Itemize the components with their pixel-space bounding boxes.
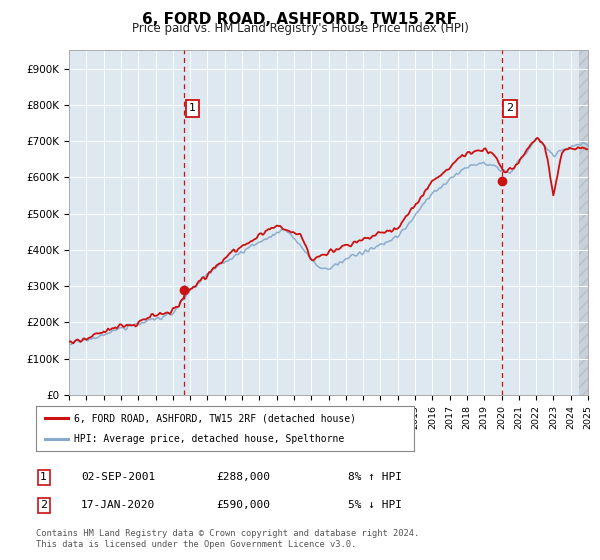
Text: £288,000: £288,000 [216, 472, 270, 482]
Text: HPI: Average price, detached house, Spelthorne: HPI: Average price, detached house, Spel… [74, 433, 344, 444]
Text: 5% ↓ HPI: 5% ↓ HPI [348, 500, 402, 510]
Text: £590,000: £590,000 [216, 500, 270, 510]
Text: 1: 1 [40, 472, 47, 482]
Text: 02-SEP-2001: 02-SEP-2001 [81, 472, 155, 482]
Text: 17-JAN-2020: 17-JAN-2020 [81, 500, 155, 510]
Text: 1: 1 [189, 104, 196, 114]
Text: Price paid vs. HM Land Registry's House Price Index (HPI): Price paid vs. HM Land Registry's House … [131, 22, 469, 35]
Text: 2: 2 [40, 500, 47, 510]
Text: 8% ↑ HPI: 8% ↑ HPI [348, 472, 402, 482]
Text: 6, FORD ROAD, ASHFORD, TW15 2RF: 6, FORD ROAD, ASHFORD, TW15 2RF [143, 12, 458, 27]
Text: 6, FORD ROAD, ASHFORD, TW15 2RF (detached house): 6, FORD ROAD, ASHFORD, TW15 2RF (detache… [74, 413, 356, 423]
Text: 2: 2 [506, 104, 514, 114]
Text: This data is licensed under the Open Government Licence v3.0.: This data is licensed under the Open Gov… [36, 540, 356, 549]
Text: Contains HM Land Registry data © Crown copyright and database right 2024.: Contains HM Land Registry data © Crown c… [36, 529, 419, 538]
